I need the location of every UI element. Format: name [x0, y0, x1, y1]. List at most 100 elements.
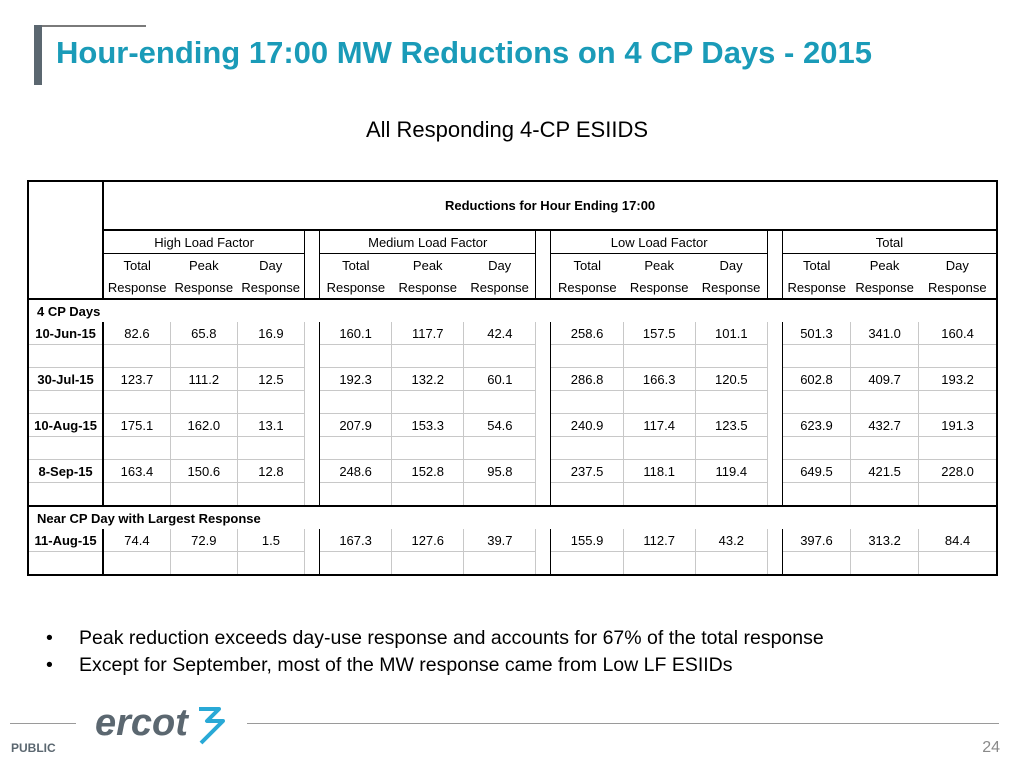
separator-cell — [535, 529, 552, 552]
spacer-cell — [319, 482, 393, 507]
separator-cell — [766, 276, 783, 299]
spacer-cell — [391, 436, 465, 460]
value-cell: 175.1 — [103, 413, 171, 437]
value-cell: 54.6 — [463, 413, 537, 437]
spacer-cell — [550, 482, 624, 507]
value-cell: 501.3 — [782, 322, 852, 345]
separator-cell — [766, 459, 783, 483]
separator-cell — [535, 367, 552, 391]
value-cell: 228.0 — [918, 459, 998, 483]
spacer-cell — [782, 344, 852, 368]
value-cell: 649.5 — [782, 459, 852, 483]
column-header: Response — [241, 279, 300, 295]
spacer-cell — [850, 390, 920, 414]
spacer-cell — [170, 551, 238, 576]
value-cell: 163.4 — [103, 459, 171, 483]
table-top-header: Reductions for Hour Ending 17:00 — [102, 181, 997, 231]
group-header: Medium Load Factor — [319, 230, 536, 254]
lightning-icon — [199, 707, 225, 745]
column-header: Response — [558, 279, 617, 295]
bullet-item: • Peak reduction exceeds day-use response… — [46, 625, 824, 652]
value-cell: 127.6 — [391, 529, 465, 552]
value-cell: 152.8 — [391, 459, 465, 483]
spacer-cell — [237, 344, 306, 368]
spacer-cell — [237, 390, 306, 414]
spacer-cell — [918, 344, 998, 368]
separator-cell — [766, 390, 783, 414]
value-cell: 84.4 — [918, 529, 998, 552]
value-cell: 157.5 — [623, 322, 696, 345]
value-cell: 166.3 — [623, 367, 696, 391]
bullet-text: Except for September, most of the MW res… — [79, 654, 733, 676]
value-cell: 1.5 — [237, 529, 306, 552]
spacer-cell — [170, 344, 238, 368]
value-cell: 74.4 — [103, 529, 171, 552]
spacer-cell — [850, 344, 920, 368]
separator-cell — [304, 344, 321, 368]
spacer-cell — [391, 551, 465, 576]
spacer-cell — [28, 436, 105, 460]
spacer-cell — [850, 436, 920, 460]
spacer-cell — [237, 482, 306, 507]
title-accent-bar — [34, 25, 42, 85]
value-cell: 132.2 — [391, 367, 465, 391]
row-date: 11-Aug-15 — [28, 529, 105, 552]
bullet-text: Peak reduction exceeds day-use response … — [79, 627, 824, 649]
value-cell: 248.6 — [319, 459, 393, 483]
spacer-cell — [319, 551, 393, 576]
spacer-cell — [319, 344, 393, 368]
value-cell: 160.1 — [319, 322, 393, 345]
value-cell: 207.9 — [319, 413, 393, 437]
value-cell: 112.7 — [623, 529, 696, 552]
value-cell: 13.1 — [237, 413, 306, 437]
separator-cell — [766, 253, 783, 276]
column-header: Total — [802, 257, 831, 273]
column-header: Total — [573, 257, 602, 273]
value-cell: 12.5 — [237, 367, 306, 391]
bullet-item: • Except for September, most of the MW re… — [46, 652, 824, 679]
row-date: 30-Jul-15 — [28, 367, 105, 391]
title-accent-line — [36, 25, 146, 27]
value-cell: 119.4 — [695, 459, 768, 483]
spacer-cell — [391, 482, 465, 507]
separator-cell — [766, 551, 783, 575]
separator-cell — [766, 482, 783, 506]
spacer-cell — [103, 551, 171, 576]
separator-cell — [304, 276, 321, 299]
spacer-cell — [391, 390, 465, 414]
spacer-cell — [170, 390, 238, 414]
value-cell: 160.4 — [918, 322, 998, 345]
column-header: Day — [945, 257, 969, 273]
separator-cell — [304, 230, 321, 254]
value-cell: 153.3 — [391, 413, 465, 437]
column-header: Peak — [412, 257, 443, 273]
spacer-cell — [103, 390, 171, 414]
value-cell: 65.8 — [170, 322, 238, 345]
value-cell: 16.9 — [237, 322, 306, 345]
spacer-cell — [623, 436, 696, 460]
separator-cell — [535, 253, 552, 276]
separator-cell — [535, 322, 552, 345]
value-cell: 191.3 — [918, 413, 998, 437]
value-cell: 12.8 — [237, 459, 306, 483]
value-cell: 60.1 — [463, 367, 537, 391]
group-header: High Load Factor — [103, 230, 305, 254]
value-cell: 258.6 — [550, 322, 624, 345]
value-cell: 286.8 — [550, 367, 624, 391]
spacer-cell — [463, 436, 537, 460]
spacer-cell — [463, 390, 537, 414]
separator-cell — [304, 390, 321, 414]
page-subtitle: All Responding 4-CP ESIIDS — [365, 117, 649, 142]
section-header: 4 CP Days — [28, 298, 997, 322]
footer-line-left — [10, 723, 76, 724]
page-title: Hour-ending 17:00 MW Reductions on 4 CP … — [56, 35, 872, 70]
separator-cell — [766, 344, 783, 368]
spacer-cell — [918, 390, 998, 414]
spacer-cell — [28, 344, 105, 368]
value-cell: 72.9 — [170, 529, 238, 552]
spacer-cell — [782, 436, 852, 460]
separator-cell — [535, 276, 552, 299]
separator-cell — [535, 413, 552, 437]
separator-cell — [766, 436, 783, 460]
spacer-cell — [550, 390, 624, 414]
